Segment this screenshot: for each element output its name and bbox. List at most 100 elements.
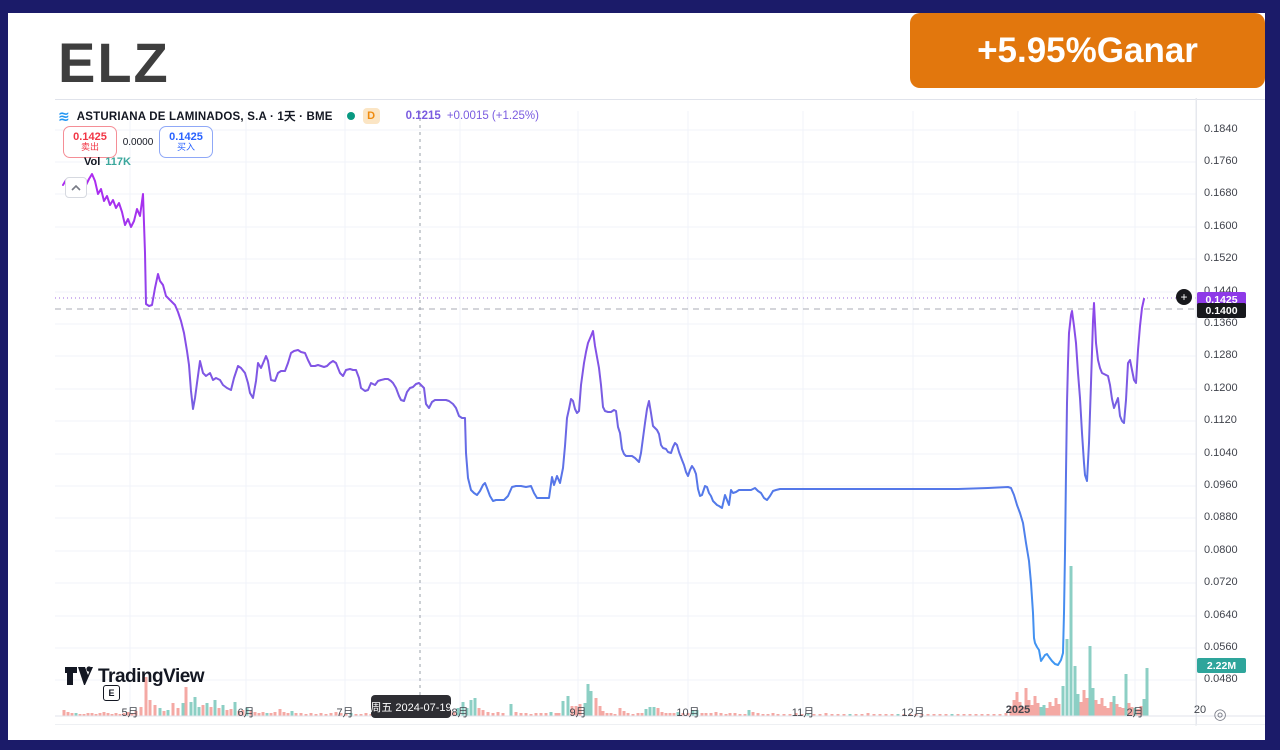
promo-badge[interactable]: +5.95%Ganar <box>910 13 1265 88</box>
volume-bar <box>102 712 106 716</box>
volume-bar <box>1133 708 1137 716</box>
buy-button[interactable]: 0.1425 买入 <box>159 126 213 158</box>
volume-bar <box>349 713 353 716</box>
volume-bar <box>1106 708 1110 716</box>
volume-bar <box>197 707 201 716</box>
volume-bar <box>761 714 765 716</box>
volume-bar <box>166 710 170 716</box>
volume-bar <box>782 714 786 716</box>
volume-bar <box>1054 698 1058 716</box>
time-axis-label: 10月 <box>676 707 700 719</box>
chevron-up-icon <box>71 184 81 191</box>
volume-bar <box>776 714 780 716</box>
add-alert-plus-icon[interactable]: + <box>1176 289 1192 305</box>
tradingview-attribution[interactable]: TradingView <box>64 665 205 688</box>
interval-badge[interactable]: D <box>362 108 380 124</box>
time-axis-label: 11月 <box>791 707 815 719</box>
volume-bar <box>86 713 90 716</box>
volume-bar <box>1057 704 1061 716</box>
volume-bar <box>98 713 102 716</box>
volume-bar <box>561 701 565 716</box>
volume-bar <box>217 708 221 716</box>
symbol-legend[interactable]: ≋ ASTURIANA DE LAMINADOS, S.A · 1天 · BME… <box>58 107 539 125</box>
volume-bar <box>836 714 840 716</box>
volume-bar <box>1024 688 1028 716</box>
volume-bar <box>314 714 318 716</box>
volume-bar <box>319 713 323 716</box>
volume-bar <box>878 714 882 716</box>
price-tick-label: 0.1120 <box>1204 414 1237 426</box>
volume-bar <box>648 707 652 716</box>
sell-button[interactable]: 0.1425 卖出 <box>63 126 117 158</box>
collapse-pane-button[interactable] <box>65 177 87 198</box>
volume-bar <box>139 707 143 716</box>
volume-bar <box>794 713 798 716</box>
volume-bar <box>130 713 134 716</box>
volume-bar <box>225 710 229 716</box>
volume-bar <box>724 714 728 716</box>
volume-bar <box>812 714 816 716</box>
price-tick-label: 0.1840 <box>1204 123 1238 135</box>
volume-bar <box>309 713 313 716</box>
volume-bar <box>686 713 690 716</box>
volume-bar <box>519 713 523 716</box>
volume-bar <box>738 714 742 716</box>
volume-bar <box>950 714 954 716</box>
volume-value: 117K <box>105 156 131 168</box>
volume-bar <box>1079 702 1083 716</box>
volume-bar <box>709 713 713 716</box>
volume-bar <box>992 714 996 716</box>
volume-bar <box>181 703 185 716</box>
volume-bar <box>162 711 166 716</box>
symbol-description[interactable]: ASTURIANA DE LAMINADOS, S.A · 1天 · BME <box>76 111 333 123</box>
volume-bar <box>626 713 630 716</box>
volume-bar <box>1082 690 1086 716</box>
volume-bar <box>974 714 978 716</box>
volume-bar <box>1061 686 1065 716</box>
volume-bar <box>237 711 241 716</box>
volume-bar <box>273 712 277 716</box>
volume-bar <box>914 714 918 716</box>
price-tick-label: 0.0480 <box>1204 673 1238 685</box>
volume-bar <box>496 712 500 716</box>
volume-bar <box>66 712 70 716</box>
volume-bar <box>209 707 213 716</box>
volume-bar <box>118 714 122 716</box>
volume-bar <box>830 714 834 716</box>
volume-bar <box>728 713 732 716</box>
volume-bar <box>221 705 225 716</box>
volume-bar <box>1004 713 1008 716</box>
volume-bar <box>148 700 152 716</box>
volume-bar <box>719 713 723 716</box>
time-scale-axis[interactable]: 5月 6月 7月 8月 9月 10月 11月 12月 2025 2月 20 <box>8 704 1265 726</box>
volume-bar <box>1027 700 1031 716</box>
scale-settings-icon[interactable]: ◎ <box>1213 706 1227 723</box>
buy-price: 0.1425 <box>169 131 203 143</box>
crosshair-date-tooltip: 周五 2024-07-19 <box>370 695 452 718</box>
legend-change: +0.0015 (+1.25%) <box>446 110 539 122</box>
volume-bar <box>938 714 942 716</box>
volume-bar <box>1139 706 1143 716</box>
volume-bar <box>980 714 984 716</box>
volume-legend: Vol 117K <box>84 156 131 168</box>
volume-bar <box>681 713 685 716</box>
volume-bar <box>529 714 533 716</box>
time-axis-label: 2月 <box>1126 707 1144 719</box>
volume-bar <box>114 713 118 716</box>
volume-bar <box>676 712 680 716</box>
volume-bar <box>986 714 990 716</box>
volume-bar <box>1091 688 1095 716</box>
volume-bar <box>158 708 162 716</box>
volume-bar <box>477 708 481 716</box>
price-scale-axis[interactable]: 0.1840 0.1760 0.1680 0.1600 0.1520 0.1440 0.13… <box>1196 98 1266 724</box>
volume-bar <box>583 703 587 716</box>
volume-bar <box>286 713 290 716</box>
volume-bar <box>1142 699 1146 716</box>
volume-bar <box>265 713 269 716</box>
volume-bars <box>62 566 1149 716</box>
volume-bar <box>486 712 490 716</box>
volume-bar <box>456 708 460 716</box>
price-chart-canvas[interactable] <box>55 98 1265 726</box>
volume-bar <box>524 713 528 716</box>
